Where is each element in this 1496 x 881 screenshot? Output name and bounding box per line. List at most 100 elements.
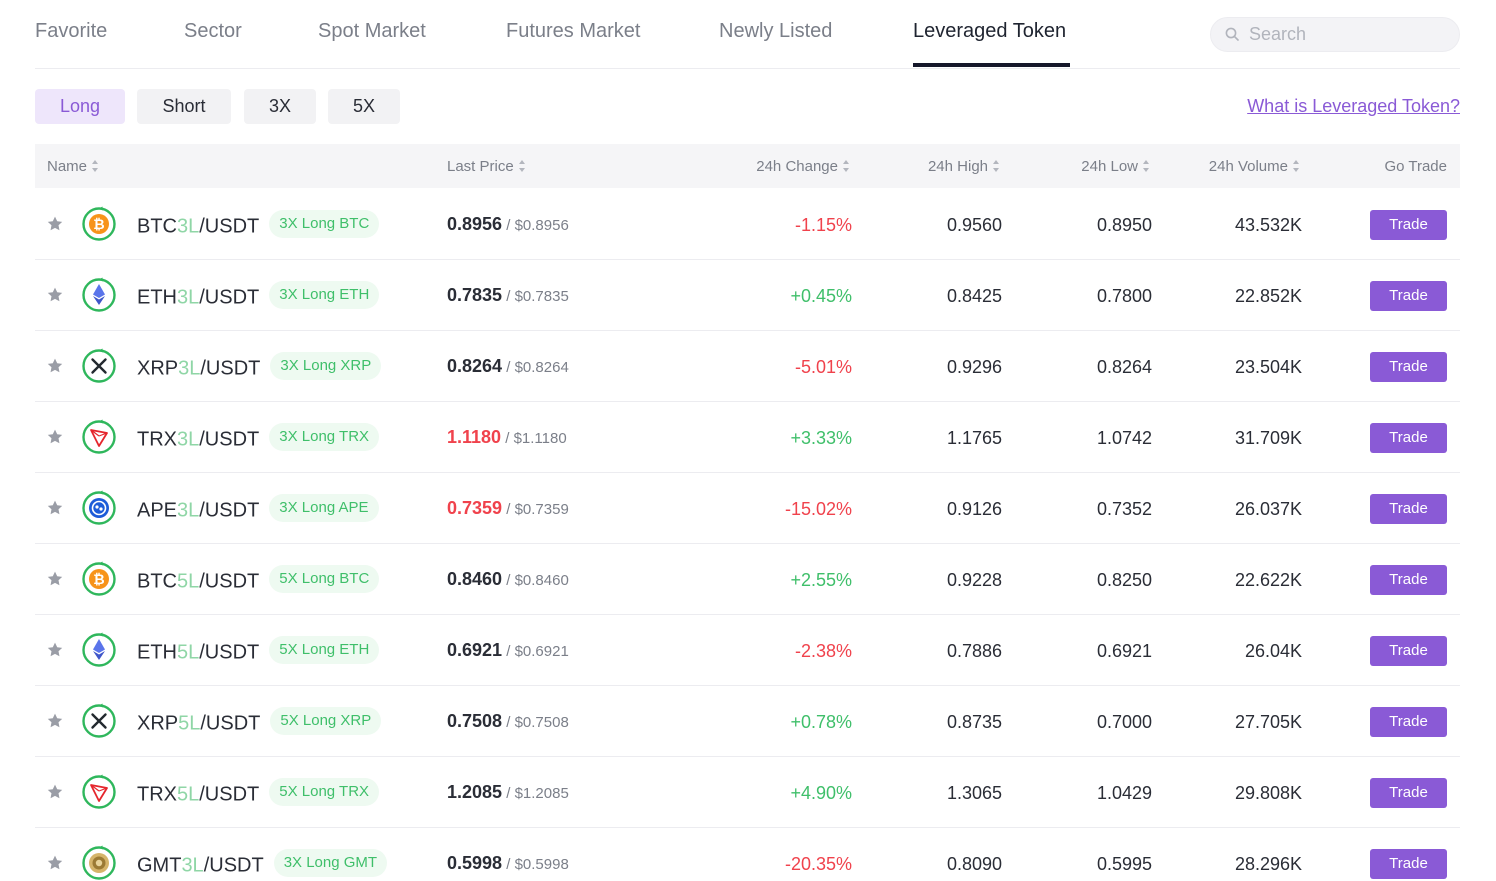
column-header-last-price[interactable]: Last Price: [447, 158, 526, 175]
ethereum-icon: [81, 632, 117, 668]
24h-high: 0.9126: [946, 499, 1002, 519]
table-row[interactable]: ETH5L/USDT 5X Long ETH 0.6921 / $0.6921 -…: [35, 615, 1460, 686]
pair-name[interactable]: BTC3L/USDT 3X Long BTC: [137, 210, 380, 241]
pair-quote: /USDT: [200, 712, 261, 735]
trade-button[interactable]: Trade: [1370, 423, 1447, 453]
leverage-tag: 3X Long BTC: [269, 210, 380, 238]
pair-base: APE: [137, 499, 178, 522]
gmt-icon: [81, 845, 117, 881]
trade-button[interactable]: Trade: [1370, 494, 1447, 524]
24h-volume: 23.504K: [1234, 357, 1302, 377]
trade-button[interactable]: Trade: [1370, 778, 1447, 808]
last-price-value: 0.7508: [447, 711, 503, 731]
bitcoin-icon: ₿: [81, 561, 117, 597]
24h-low: 1.0429: [1096, 783, 1152, 803]
pair-leverage: 3L: [177, 286, 200, 309]
search-input[interactable]: [1249, 21, 1449, 48]
tab-leveraged-token[interactable]: Leveraged Token: [913, 20, 1067, 42]
pair-leverage: 3L: [178, 357, 201, 380]
last-price-usd: $0.8460: [514, 572, 569, 589]
what-is-leveraged-token-link[interactable]: What is Leveraged Token?: [1247, 96, 1460, 116]
filter-5x[interactable]: 5X: [328, 89, 400, 124]
trade-button[interactable]: Trade: [1370, 707, 1447, 737]
table-row[interactable]: ETH3L/USDT 3X Long ETH 0.7835 / $0.7835 +…: [35, 260, 1460, 331]
leverage-tag: 5X Long XRP: [270, 707, 382, 735]
trade-button[interactable]: Trade: [1370, 849, 1447, 879]
pair-name[interactable]: TRX3L/USDT 3X Long TRX: [137, 423, 380, 454]
last-price: 0.7835 / $0.7835: [447, 285, 569, 305]
tab-newly-listed[interactable]: Newly Listed: [719, 20, 833, 42]
last-price-value: 1.2085: [447, 782, 503, 802]
last-price: 1.2085 / $1.2085: [447, 782, 569, 802]
star-icon[interactable]: [46, 499, 64, 517]
table-row[interactable]: TRX5L/USDT 5X Long TRX 1.2085 / $1.2085 +…: [35, 757, 1460, 828]
24h-high: 0.8425: [946, 286, 1002, 306]
24h-volume: 28.296K: [1234, 854, 1302, 874]
star-icon[interactable]: [46, 854, 64, 872]
bitcoin-icon: ₿: [81, 206, 117, 242]
24h-volume: 27.705K: [1234, 712, 1302, 732]
24h-high: 0.7886: [946, 641, 1002, 661]
column-header-24h-high[interactable]: 24h High: [928, 158, 1000, 175]
pair-name[interactable]: ETH3L/USDT 3X Long ETH: [137, 281, 380, 312]
filter-short[interactable]: Short: [137, 89, 231, 124]
24h-change: -2.38%: [794, 641, 852, 661]
filter-long[interactable]: Long: [35, 89, 125, 124]
leverage-tag: 3X Long ETH: [269, 281, 380, 309]
pair-base: ETH: [137, 286, 177, 309]
trade-button[interactable]: Trade: [1370, 565, 1447, 595]
pair-leverage: 3L: [181, 854, 204, 877]
trade-button[interactable]: Trade: [1370, 281, 1447, 311]
column-header-24h-low[interactable]: 24h Low: [1081, 158, 1150, 175]
trade-button[interactable]: Trade: [1370, 210, 1447, 240]
table-row[interactable]: TRX3L/USDT 3X Long TRX 1.1180 / $1.1180 +…: [35, 402, 1460, 473]
star-icon[interactable]: [46, 428, 64, 446]
tab-favorite[interactable]: Favorite: [35, 20, 108, 42]
star-icon[interactable]: [46, 641, 64, 659]
pair-name[interactable]: ETH5L/USDT 5X Long ETH: [137, 636, 380, 667]
last-price: 0.8956 / $0.8956: [447, 214, 569, 234]
last-price: 0.8460 / $0.8460: [447, 569, 569, 589]
last-price-usd: $0.8264: [514, 359, 569, 376]
sort-icon: [843, 160, 850, 173]
trade-button[interactable]: Trade: [1370, 352, 1447, 382]
24h-low: 0.8950: [1096, 215, 1152, 235]
star-icon[interactable]: [46, 357, 64, 375]
pair-quote: /USDT: [199, 215, 260, 238]
table-row[interactable]: XRP5L/USDT 5X Long XRP 0.7508 / $0.7508 +…: [35, 686, 1460, 757]
column-header-name[interactable]: Name: [47, 158, 99, 175]
tab-futures-market[interactable]: Futures Market: [506, 20, 641, 42]
pair-name[interactable]: XRP3L/USDT 3X Long XRP: [137, 352, 382, 383]
table-row[interactable]: GMT3L/USDT 3X Long GMT 0.5998 / $0.5998 -…: [35, 828, 1460, 881]
star-icon[interactable]: [46, 712, 64, 730]
leverage-tag: 3X Long GMT: [273, 849, 388, 877]
last-price-value: 0.7359: [447, 498, 503, 518]
pair-quote: /USDT: [199, 428, 260, 451]
filter-3x[interactable]: 3X: [244, 89, 316, 124]
pair-leverage: 5L: [177, 570, 200, 593]
pair-leverage: 3L: [177, 499, 200, 522]
pair-name[interactable]: XRP5L/USDT 5X Long XRP: [137, 707, 382, 738]
trade-button[interactable]: Trade: [1370, 636, 1447, 666]
star-icon[interactable]: [46, 783, 64, 801]
tab-spot-market[interactable]: Spot Market: [318, 20, 426, 42]
pair-quote: /USDT: [199, 570, 260, 593]
table-row[interactable]: ₿ BTC3L/USDT 3X Long BTC 0.8956 / $0.8956…: [35, 189, 1460, 260]
column-header-24h-change[interactable]: 24h Change: [756, 158, 850, 175]
table-row[interactable]: XRP3L/USDT 3X Long XRP 0.8264 / $0.8264 -…: [35, 331, 1460, 402]
table-row[interactable]: APE3L/USDT 3X Long APE 0.7359 / $0.7359 -…: [35, 473, 1460, 544]
pair-name[interactable]: BTC5L/USDT 5X Long BTC: [137, 565, 380, 596]
star-icon[interactable]: [46, 215, 64, 233]
tab-sector[interactable]: Sector: [184, 20, 242, 42]
pair-name[interactable]: TRX5L/USDT 5X Long TRX: [137, 778, 380, 809]
24h-low: 0.7800: [1096, 286, 1152, 306]
search-box: [1210, 17, 1460, 52]
star-icon[interactable]: [46, 570, 64, 588]
pair-name[interactable]: APE3L/USDT 3X Long APE: [137, 494, 379, 525]
table-row[interactable]: ₿ BTC5L/USDT 5X Long BTC 0.8460 / $0.8460…: [35, 544, 1460, 615]
pair-name[interactable]: GMT3L/USDT 3X Long GMT: [137, 849, 388, 880]
24h-volume: 26.037K: [1234, 499, 1302, 519]
star-icon[interactable]: [46, 286, 64, 304]
column-header-24h-volume[interactable]: 24h Volume: [1209, 158, 1300, 175]
pair-base: TRX: [137, 783, 177, 806]
